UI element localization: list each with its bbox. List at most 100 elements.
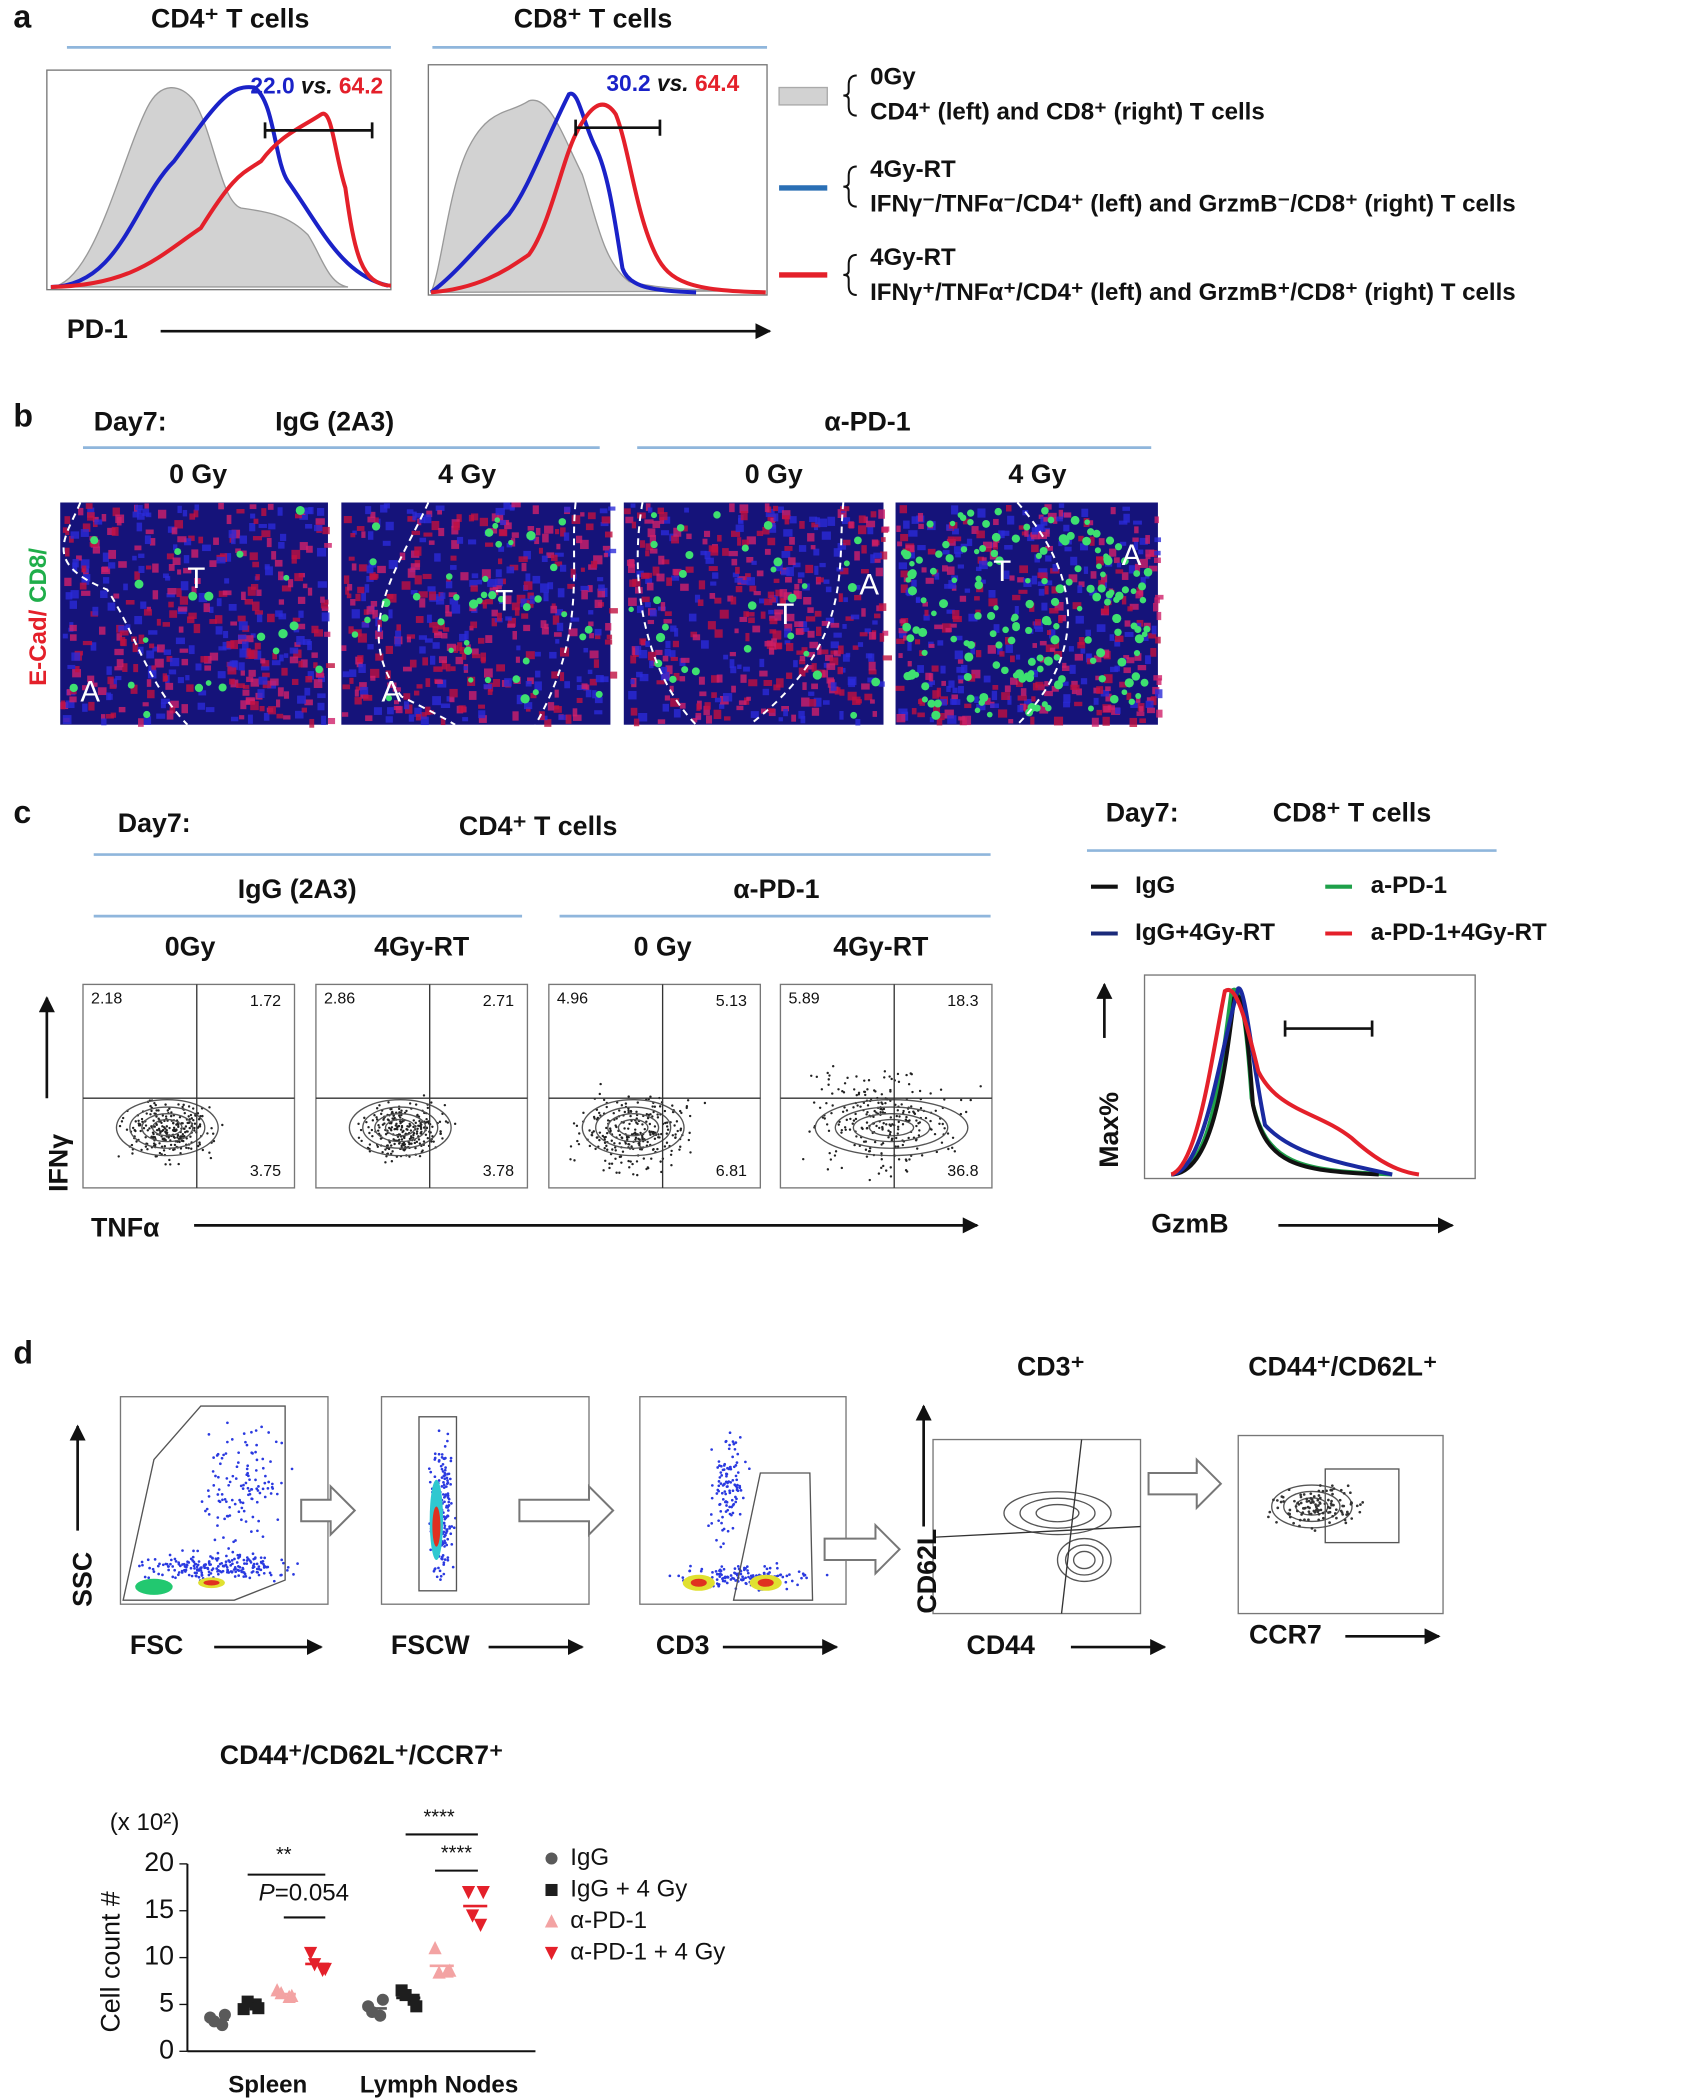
tumor-border bbox=[1016, 501, 1069, 726]
stain-spot bbox=[156, 644, 165, 653]
event bbox=[734, 1572, 738, 1575]
event bbox=[158, 1142, 161, 1145]
contour bbox=[115, 1098, 219, 1157]
stain-spot bbox=[983, 546, 992, 552]
event bbox=[1326, 1505, 1330, 1509]
plot-frame bbox=[315, 983, 529, 1189]
stain-spot bbox=[734, 628, 739, 634]
stain-spot bbox=[544, 719, 552, 727]
stain-spot bbox=[896, 638, 905, 644]
event bbox=[359, 1128, 363, 1132]
cd8-spot bbox=[1050, 635, 1060, 645]
event bbox=[450, 1525, 454, 1528]
stain-spot bbox=[65, 592, 73, 600]
event bbox=[429, 1548, 432, 1552]
stain-spot bbox=[188, 645, 195, 655]
stain-spot bbox=[896, 713, 906, 723]
event bbox=[719, 1464, 723, 1468]
stain-spot bbox=[1054, 601, 1064, 611]
stain-spot bbox=[660, 602, 666, 612]
stain-spot bbox=[498, 529, 508, 537]
stain-spot bbox=[974, 596, 980, 601]
stain-spot bbox=[645, 503, 651, 511]
stain-spot bbox=[979, 579, 986, 584]
event bbox=[710, 1496, 714, 1500]
stain-spot bbox=[255, 574, 260, 580]
cd8-spot bbox=[959, 514, 967, 522]
stain-spot bbox=[830, 682, 837, 691]
stain-spot bbox=[741, 539, 749, 546]
event bbox=[444, 1531, 448, 1535]
event bbox=[745, 1565, 749, 1568]
event bbox=[1321, 1489, 1325, 1493]
stain-spot bbox=[64, 577, 72, 587]
stain-spot bbox=[247, 586, 256, 596]
stain-spot bbox=[242, 689, 250, 696]
axis-label: CCR7 bbox=[1249, 1619, 1322, 1649]
stain-spot bbox=[449, 688, 458, 698]
stain-spot bbox=[152, 590, 159, 600]
event bbox=[236, 1568, 240, 1572]
event bbox=[131, 1126, 135, 1130]
stain-spot bbox=[355, 593, 361, 602]
event bbox=[864, 1140, 868, 1143]
stain-spot bbox=[641, 596, 650, 603]
stain-spot bbox=[559, 564, 567, 572]
stain-spot bbox=[1110, 507, 1116, 515]
value: 22.0 bbox=[250, 73, 294, 99]
stain-spot bbox=[947, 536, 954, 544]
event bbox=[441, 1462, 445, 1466]
stain-spot bbox=[514, 607, 520, 616]
cd8-spot bbox=[691, 667, 700, 676]
event bbox=[725, 1581, 729, 1585]
stain-spot bbox=[661, 559, 670, 565]
event bbox=[594, 1147, 597, 1151]
stain-spot bbox=[1039, 705, 1049, 714]
cd8-spot bbox=[283, 574, 290, 581]
event bbox=[441, 1137, 444, 1140]
cd8-spot bbox=[801, 583, 808, 589]
event bbox=[405, 1109, 408, 1113]
stain-spot bbox=[283, 653, 289, 658]
stain-spot bbox=[1074, 701, 1083, 707]
event bbox=[207, 1495, 211, 1498]
event bbox=[711, 1570, 714, 1574]
cd8-spot bbox=[1112, 613, 1122, 624]
stain-spot bbox=[435, 505, 445, 511]
stain-spot bbox=[258, 676, 268, 685]
stain-spot bbox=[669, 650, 676, 658]
stain-spot bbox=[538, 711, 545, 721]
event bbox=[371, 1134, 374, 1138]
stain-spot bbox=[861, 608, 866, 617]
event bbox=[744, 1567, 747, 1570]
stain-spot bbox=[1043, 517, 1051, 522]
stain-spot bbox=[811, 522, 821, 528]
stain-spot bbox=[1109, 634, 1115, 641]
stain-spot bbox=[1010, 677, 1018, 685]
cd8-spot bbox=[787, 593, 797, 603]
stain-spot bbox=[366, 606, 375, 615]
event bbox=[866, 1088, 869, 1091]
stain-spot bbox=[1021, 531, 1027, 536]
event bbox=[218, 1562, 222, 1566]
cd8-spot bbox=[1097, 584, 1106, 593]
event bbox=[216, 1551, 220, 1555]
stain-spot bbox=[415, 616, 424, 623]
event bbox=[215, 1567, 219, 1570]
stain-spot bbox=[987, 645, 996, 654]
stain-spot bbox=[594, 696, 603, 704]
stain-spot bbox=[794, 621, 804, 628]
event bbox=[838, 1120, 841, 1124]
stain-spot bbox=[625, 516, 634, 524]
cd8-spot bbox=[1011, 534, 1020, 543]
stain-spot bbox=[801, 627, 810, 632]
quadrant-value: 2.71 bbox=[483, 992, 514, 1010]
stain-spot bbox=[534, 651, 541, 657]
stain-spot bbox=[106, 692, 112, 701]
stain-spot bbox=[224, 578, 230, 584]
value: 64.4 bbox=[695, 70, 740, 96]
stain-spot bbox=[547, 702, 555, 711]
event bbox=[726, 1575, 730, 1579]
stain-spot bbox=[87, 512, 95, 521]
event bbox=[744, 1581, 748, 1585]
